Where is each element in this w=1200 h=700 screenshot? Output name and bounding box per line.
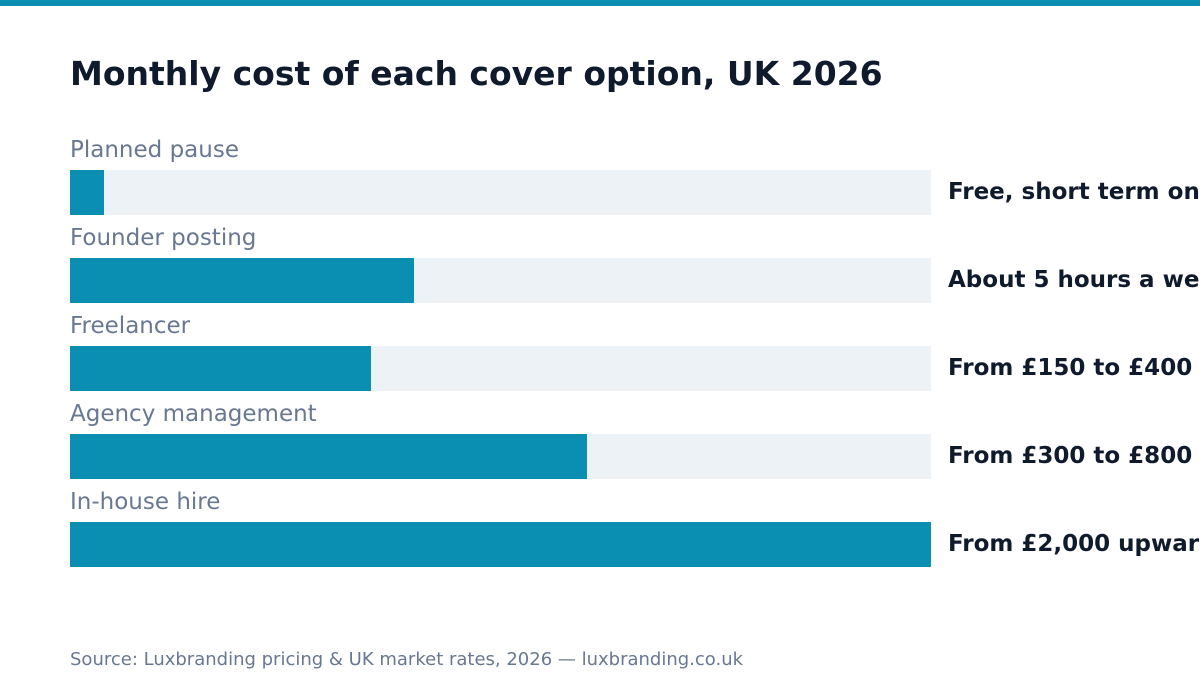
bar	[70, 522, 931, 567]
value-label: Free, short term only	[948, 179, 1200, 205]
category-label: Founder posting	[70, 225, 257, 251]
bar-row: Agency management From £300 to £800	[0, 398, 1200, 486]
source-note: Source: Luxbranding pricing & UK market …	[70, 649, 744, 670]
bar-track	[70, 346, 931, 391]
value-label: From £150 to £400	[948, 355, 1193, 381]
bar	[70, 258, 414, 303]
chart-title: Monthly cost of each cover option, UK 20…	[70, 54, 883, 93]
category-label: Planned pause	[70, 137, 239, 163]
bar-row: In-house hire From £2,000 upward	[0, 486, 1200, 574]
value-label: From £2,000 upward	[948, 531, 1200, 557]
bar-row: Planned pause Free, short term only	[0, 134, 1200, 222]
category-label: Agency management	[70, 401, 317, 427]
category-label: In-house hire	[70, 489, 221, 515]
value-label: From £300 to £800	[948, 443, 1193, 469]
bar-row: Freelancer From £150 to £400	[0, 310, 1200, 398]
bar-track	[70, 258, 931, 303]
bar	[70, 346, 371, 391]
top-accent-rule	[0, 0, 1200, 6]
bar	[70, 434, 587, 479]
bar-row: Founder posting About 5 hours a week	[0, 222, 1200, 310]
category-label: Freelancer	[70, 313, 191, 339]
value-label: About 5 hours a week	[948, 267, 1200, 293]
bar-track	[70, 170, 931, 215]
bar-track	[70, 434, 931, 479]
bar	[70, 170, 104, 215]
bar-track	[70, 522, 931, 567]
